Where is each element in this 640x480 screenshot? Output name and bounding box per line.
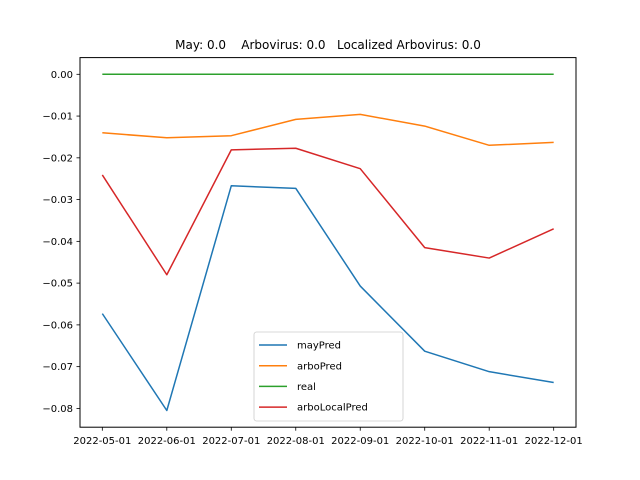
legend-label-real: real — [297, 382, 316, 393]
chart-title: May: 0.0 Arbovirus: 0.0 Localized Arbovi… — [175, 38, 481, 52]
x-tick-label: 2022-12-01 — [525, 436, 583, 447]
y-axis: 0.00 −0.01 −0.02 −0.03 −0.04 −0.05 −0.06 −0.07 −… — [42, 70, 80, 415]
x-tick-label: 2022-07-01 — [202, 436, 260, 447]
y-tick-label: 0.00 — [51, 70, 73, 81]
x-tick-label: 2022-09-01 — [331, 436, 389, 447]
y-tick-label: −0.02 — [42, 153, 73, 164]
legend: mayPred arboPred real arboLocalPred — [253, 331, 404, 422]
series-line-mayPred — [101, 185, 554, 412]
series-line-arboLocalPred — [101, 147, 554, 276]
y-tick-label: −0.03 — [42, 195, 73, 206]
plot-area — [101, 73, 554, 412]
y-tick-label: −0.04 — [42, 237, 73, 248]
x-tick-label: 2022-05-01 — [73, 436, 131, 447]
plot-frame — [79, 57, 577, 428]
legend-label-mayPred: mayPred — [297, 341, 341, 352]
x-axis: 2022-05-01 2022-06-01 2022-07-01 2022-08-01… — [73, 427, 583, 447]
legend-label-arboPred: arboPred — [297, 361, 342, 372]
y-tick-label: −0.08 — [42, 404, 73, 415]
legend-label-arboLocalPred: arboLocalPred — [297, 403, 368, 414]
y-tick-label: −0.06 — [42, 320, 73, 331]
series-line-arboPred — [102, 113, 554, 147]
y-tick-label: −0.01 — [42, 112, 73, 123]
legend-box — [253, 331, 404, 422]
y-tick-label: −0.07 — [42, 362, 73, 373]
x-tick-label: 2022-06-01 — [138, 436, 196, 447]
x-tick-label: 2022-10-01 — [396, 436, 454, 447]
x-tick-label: 2022-11-01 — [460, 436, 518, 447]
y-tick-label: −0.05 — [42, 279, 73, 290]
x-tick-label: 2022-08-01 — [267, 436, 325, 447]
